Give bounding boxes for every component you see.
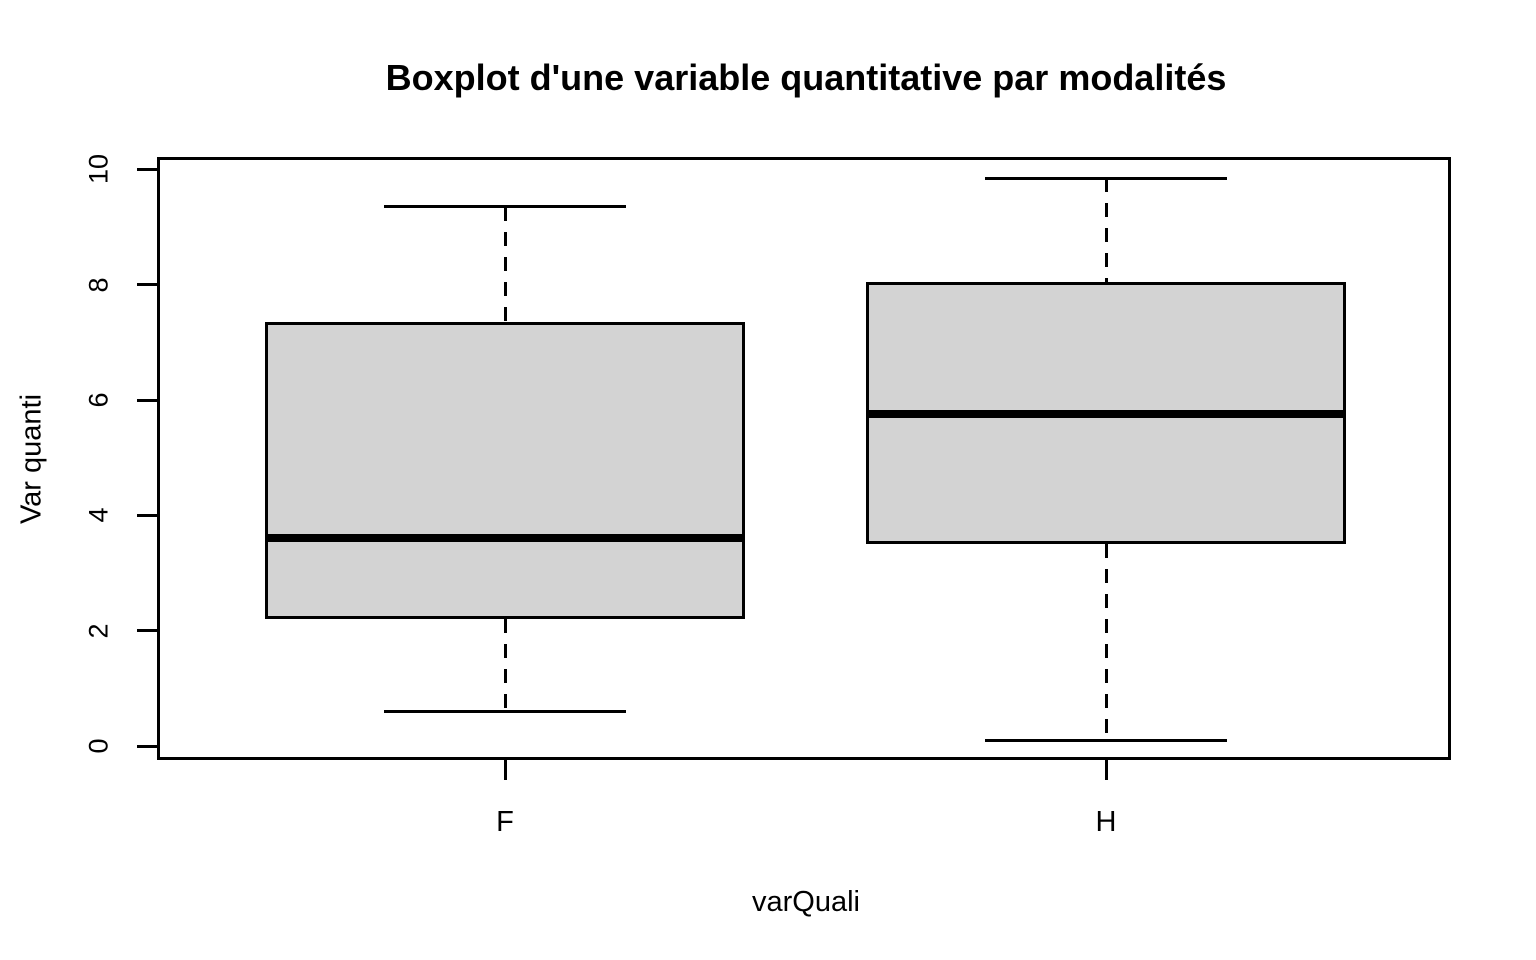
upper-whisker-line bbox=[1104, 178, 1108, 282]
upper-whisker-cap bbox=[384, 205, 626, 209]
y-axis-tick bbox=[137, 167, 157, 171]
plot-border bbox=[157, 157, 1451, 760]
chart-title: Boxplot d'une variable quantitative par … bbox=[385, 57, 1227, 98]
lower-whisker-line bbox=[503, 619, 507, 712]
y-tick-label: 8 bbox=[83, 277, 114, 293]
y-axis-tick bbox=[137, 398, 157, 402]
upper-whisker-line bbox=[503, 206, 507, 323]
y-tick-label: 2 bbox=[83, 623, 114, 639]
x-category-label: H bbox=[1095, 806, 1117, 838]
x-category-label: F bbox=[496, 806, 514, 838]
y-axis-tick bbox=[137, 513, 157, 517]
upper-whisker-cap bbox=[985, 176, 1227, 180]
y-axis-tick bbox=[137, 283, 157, 287]
y-axis-title: Var quanti bbox=[15, 393, 48, 525]
y-axis-tick bbox=[137, 629, 157, 633]
y-tick-label: 4 bbox=[83, 507, 114, 523]
boxplot-box-f bbox=[265, 322, 745, 620]
y-tick-label: 6 bbox=[83, 392, 114, 408]
y-tick-label: 10 bbox=[83, 154, 114, 185]
x-axis-tick bbox=[1104, 760, 1108, 780]
y-axis-tick bbox=[137, 744, 157, 748]
lower-whisker-cap bbox=[384, 709, 626, 713]
median-line-h bbox=[866, 410, 1346, 419]
lower-whisker-line bbox=[1104, 544, 1108, 741]
x-axis-title: varQuali bbox=[752, 886, 860, 918]
median-line-f bbox=[265, 534, 745, 543]
x-axis-tick bbox=[503, 760, 507, 780]
lower-whisker-cap bbox=[985, 738, 1227, 742]
y-tick-label: 0 bbox=[83, 738, 114, 754]
